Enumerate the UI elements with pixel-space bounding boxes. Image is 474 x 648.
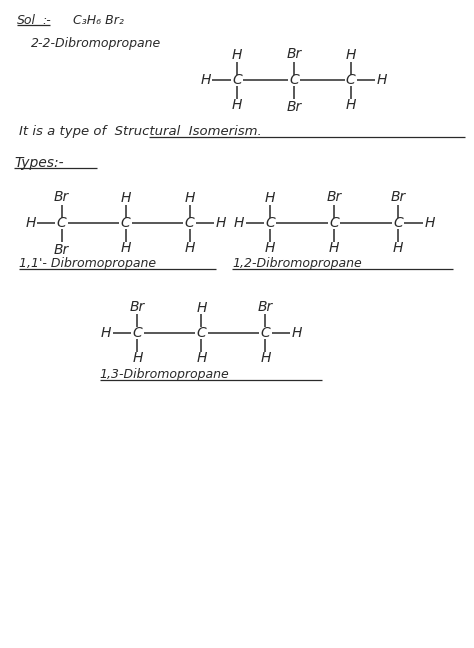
Text: Sol: Sol [17, 14, 36, 27]
Text: H: H [216, 216, 226, 231]
Text: Br: Br [286, 100, 301, 114]
Text: H: H [101, 326, 111, 340]
Text: C: C [393, 216, 403, 231]
Text: Br: Br [54, 190, 69, 204]
Text: Br: Br [391, 190, 406, 204]
Text: C: C [289, 73, 299, 87]
Text: C: C [185, 216, 194, 231]
Text: C₃H₆ Br₂: C₃H₆ Br₂ [73, 14, 124, 27]
Text: H: H [196, 351, 207, 365]
Text: C: C [57, 216, 66, 231]
Text: C: C [265, 216, 275, 231]
Text: C: C [346, 73, 356, 87]
Text: H: H [120, 242, 131, 255]
Text: Types:-: Types:- [14, 156, 64, 170]
Text: 2-2-Dibromopropane: 2-2-Dibromopropane [31, 38, 161, 51]
Text: H: H [132, 351, 143, 365]
Text: H: H [196, 301, 207, 315]
Text: H: H [265, 191, 275, 205]
Text: C: C [121, 216, 130, 231]
Text: H: H [377, 73, 387, 87]
Text: H: H [393, 242, 403, 255]
Text: H: H [25, 216, 36, 231]
Text: H: H [346, 49, 356, 62]
Text: 1,2-Dibromopropane: 1,2-Dibromopropane [232, 257, 362, 270]
Text: Br: Br [286, 47, 301, 61]
Text: H: H [329, 242, 339, 255]
Text: Br: Br [54, 243, 69, 257]
Text: :-: :- [43, 14, 51, 27]
Text: C: C [329, 216, 339, 231]
Text: C: C [133, 326, 142, 340]
Text: H: H [265, 242, 275, 255]
Text: Br: Br [258, 299, 273, 314]
Text: C: C [261, 326, 270, 340]
Text: Br: Br [327, 190, 342, 204]
Text: H: H [201, 73, 211, 87]
Text: 1,1'- Dibromopropane: 1,1'- Dibromopropane [19, 257, 156, 270]
Text: It is a type of  Structural  Isomerism.: It is a type of Structural Isomerism. [19, 125, 262, 138]
Text: H: H [292, 326, 302, 340]
Text: H: H [184, 191, 195, 205]
Text: C: C [197, 326, 206, 340]
Text: Br: Br [130, 299, 145, 314]
Text: C: C [232, 73, 242, 87]
Text: H: H [234, 216, 244, 231]
Text: H: H [232, 49, 242, 62]
Text: H: H [232, 98, 242, 113]
Text: H: H [424, 216, 435, 231]
Text: H: H [184, 242, 195, 255]
Text: H: H [260, 351, 271, 365]
Text: 1,3-Dibromopropane: 1,3-Dibromopropane [100, 368, 229, 381]
Text: H: H [346, 98, 356, 113]
Text: H: H [120, 191, 131, 205]
